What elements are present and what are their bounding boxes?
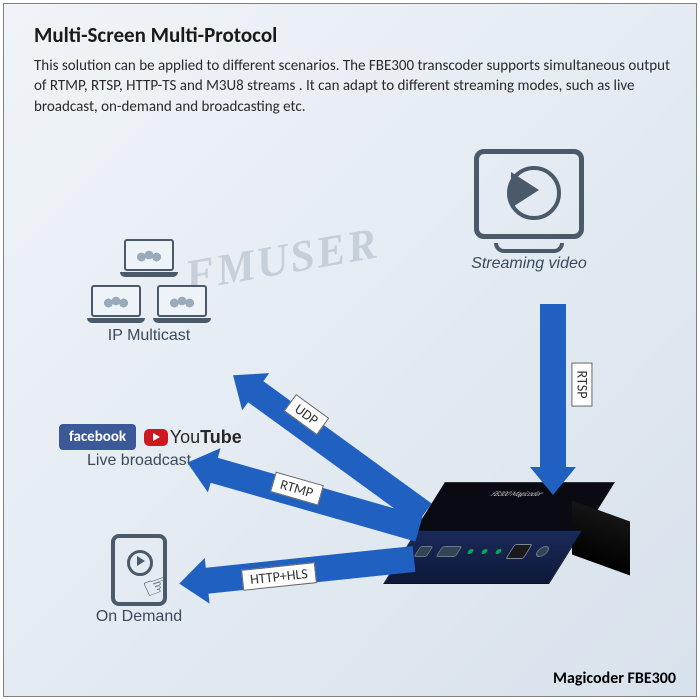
arrow-label-rtsp: RTSP [571,363,592,407]
laptop-icon [120,239,178,279]
hand-tap-icon: ☞ [137,565,175,609]
device-ports-row [412,544,552,559]
streaming-stand-icon [494,243,564,253]
laptop-icon [153,285,211,325]
streaming-label: Streaming video [444,255,614,273]
led-icon [466,549,474,554]
arrow-rtsp [540,304,566,469]
diagram-description: This solution can be applied to differen… [34,56,674,117]
ethernet-port-icon [505,544,532,559]
youtube-play-icon [144,429,168,446]
transcoder-device-icon: FB300 Magicoder [412,482,602,587]
footer-product-label: Magicoder FBE300 [553,669,676,688]
facebook-badge-icon: facebook [59,424,136,450]
hdmi-port-icon [436,546,463,557]
node-ip-multicast: IP Multicast [59,239,239,345]
led-icon [480,549,488,554]
diagram-title: Multi-Screen Multi-Protocol [34,22,277,48]
multicast-label: IP Multicast [59,327,239,345]
laptop-icon [87,285,145,325]
tablet-play-icon: ☞ [111,534,167,606]
device-side-face [572,500,630,575]
ondemand-label: On Demand [84,608,194,626]
led-icon [494,549,502,554]
node-on-demand: ☞ On Demand [84,534,194,626]
node-streaming-video: Streaming video [444,149,614,273]
streaming-monitor-icon [474,149,584,239]
diagram-canvas: Multi-Screen Multi-Protocol This solutio… [3,3,697,697]
